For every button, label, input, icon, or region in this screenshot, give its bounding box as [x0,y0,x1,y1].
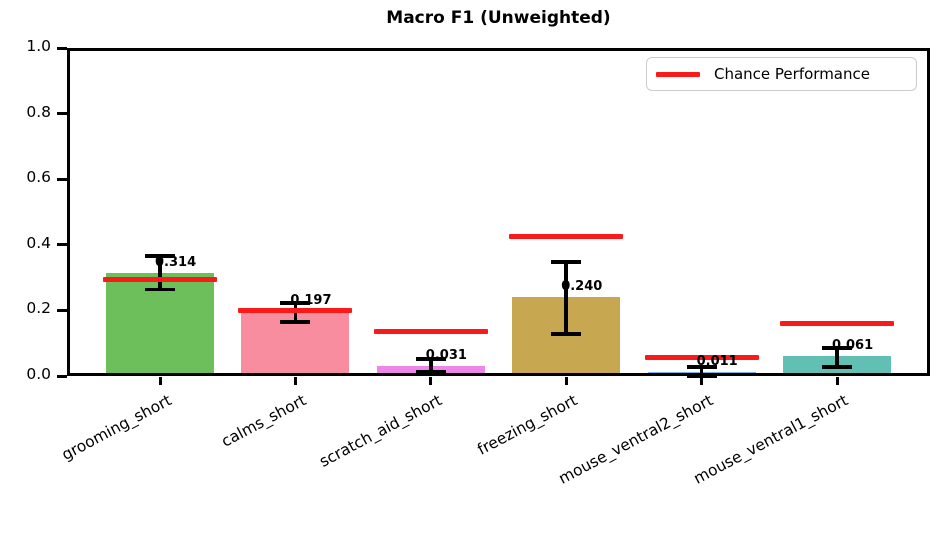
error-bar-mouse_ventral2_short [699,367,704,376]
error-bar-mouse_ventral1_short [835,348,839,368]
x-tick-label-freezing_short: freezing_short [474,391,581,459]
error-cap-bottom-grooming_short [145,287,175,292]
x-tick-mark [564,377,568,385]
x-tick-mark [429,377,433,385]
chance-line-grooming_short [103,277,217,283]
chance-line-freezing_short [509,234,624,240]
value-label-mouse_ventral2_short: 0.011 [696,354,738,370]
error-cap-bottom-mouse_ventral1_short [822,365,852,369]
error-cap-top-mouse_ventral2_short [686,365,717,369]
value-label-calms_short: 0.197 [290,293,332,309]
chance-line-scratch_aid_short [373,329,488,335]
chance-line-mouse_ventral2_short [644,354,759,360]
error-cap-top-scratch_aid_short [415,357,446,361]
x-tick-mark [293,377,297,385]
y-tick-label: 0.2 [26,299,51,318]
error-bar-grooming_short [158,255,162,290]
error-cap-bottom-freezing_short [551,332,582,336]
y-tick-mark [57,46,67,50]
x-tick-label-scratch_aid_short: scratch_aid_short [316,391,445,471]
y-tick-label: 1.0 [26,37,51,55]
error-cap-top-calms_short [280,301,311,305]
value-label-scratch_aid_short: 0.031 [425,347,467,363]
legend-label: Chance Performance [714,65,870,83]
value-label-grooming_short: 0.314 [155,255,197,270]
error-cap-bottom-calms_short [280,320,311,324]
chance-line-mouse_ventral1_short [780,320,894,326]
y-tick-label: 0.0 [26,365,51,383]
error-cap-bottom-scratch_aid_short [415,370,446,374]
y-tick-mark [57,308,67,312]
error-bar-freezing_short [564,261,568,334]
legend: Chance Performance [646,57,917,91]
x-tick-mark [700,377,704,385]
y-tick-mark [57,177,67,181]
error-cap-top-grooming_short [145,254,175,258]
x-tick-label-calms_short: calms_short [218,391,310,451]
y-tick-mark [57,112,67,116]
error-bar-scratch_aid_short [429,358,433,373]
y-tick-mark [57,374,67,378]
value-label-freezing_short: 0.240 [561,279,603,295]
y-tick-mark [57,243,67,247]
chart-title: Macro F1 (Unweighted) [386,8,611,28]
x-tick-label-grooming_short: grooming_short [58,391,174,465]
chance-line-calms_short [238,307,353,313]
x-tick-mark [158,377,162,385]
value-label-mouse_ventral1_short: 0.061 [832,337,874,353]
error-cap-top-mouse_ventral1_short [822,346,852,350]
x-tick-mark [835,377,839,385]
y-tick-label: 0.6 [26,168,51,187]
y-tick-label: 0.8 [26,102,51,121]
legend-chance-line-swatch [656,71,700,77]
error-cap-top-freezing_short [551,260,582,264]
y-tick-label: 0.4 [26,233,51,252]
error-cap-bottom-mouse_ventral2_short [686,374,717,378]
